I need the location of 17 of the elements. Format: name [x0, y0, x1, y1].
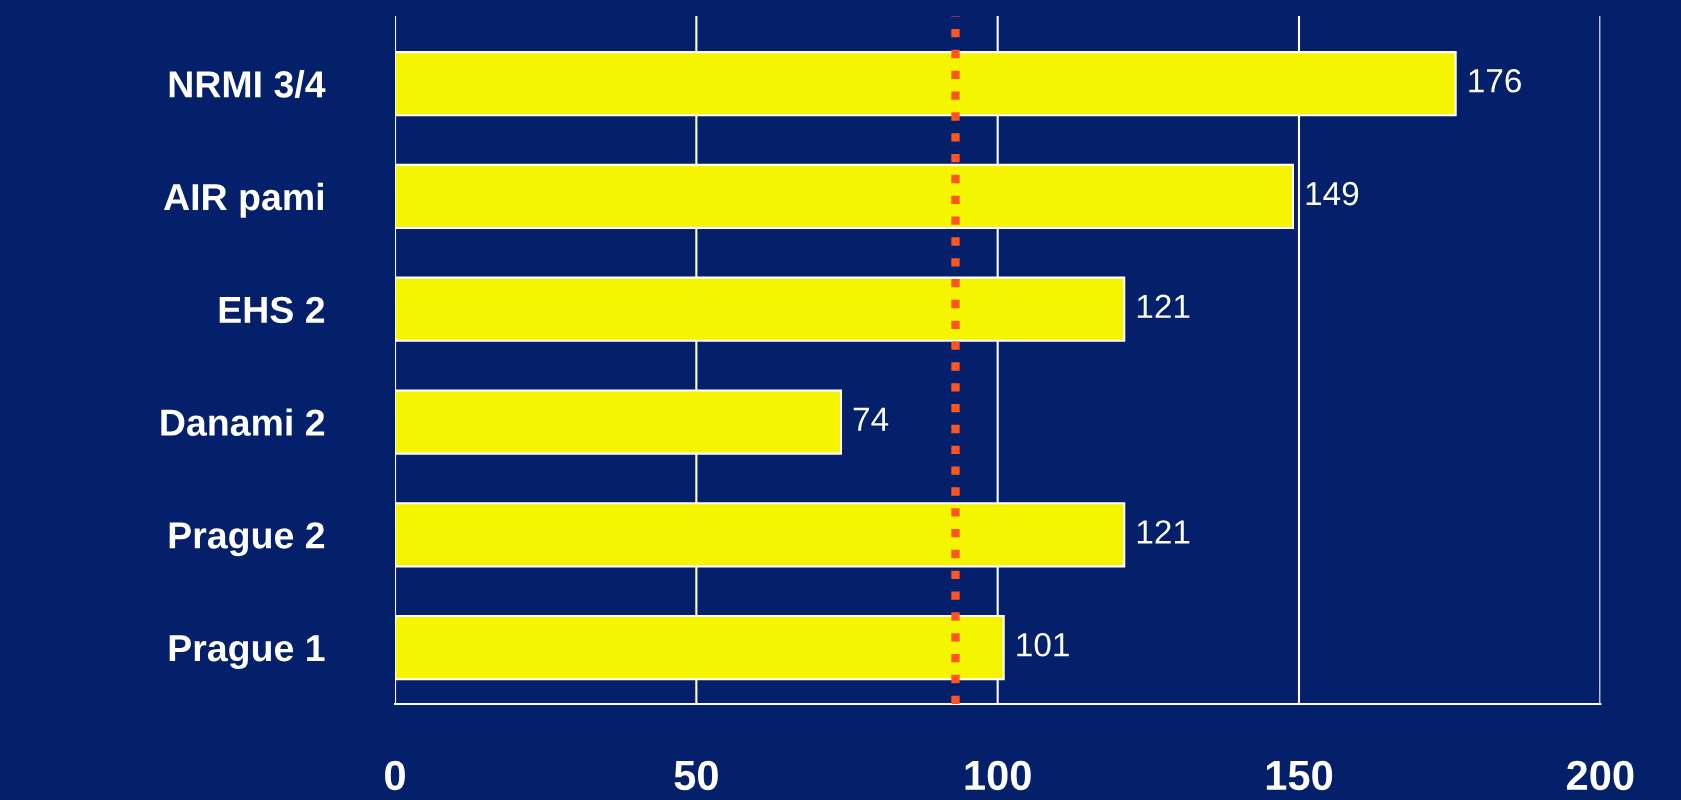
x-tick-label: 150: [1266, 760, 1333, 791]
data-label: 176: [1469, 69, 1521, 93]
y-tick-label: AIR pami: [164, 182, 323, 218]
data-label: 121: [1137, 520, 1190, 544]
data-label: 74: [853, 407, 889, 431]
y-tick-label: Prague 1: [169, 635, 325, 670]
data-label: 121: [1137, 294, 1190, 318]
x-tick-label: 100: [965, 760, 1031, 791]
data-label: 149: [1306, 181, 1359, 206]
data-label: 101: [1017, 632, 1069, 657]
x-tick-label: 0: [385, 760, 405, 791]
x-tick-label: 50: [674, 760, 718, 791]
y-tick-label: EHS 2: [219, 296, 325, 324]
y-tick-label: Prague 2: [169, 522, 325, 557]
y-tick-label: NRMI 3/4: [169, 70, 326, 99]
x-tick-label: 200: [1567, 760, 1634, 791]
y-tick-label: Danami 2: [161, 408, 325, 436]
